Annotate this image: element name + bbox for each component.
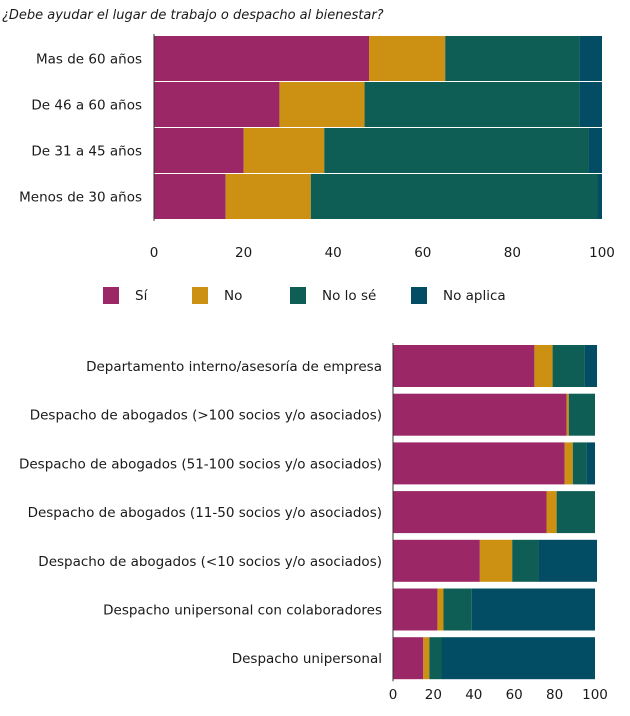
bar-segment <box>479 539 513 582</box>
bar-segment <box>429 637 442 680</box>
bar-segment <box>568 393 595 436</box>
bar-segment <box>154 174 226 219</box>
category-label: Departamento interno/asesoría de empresa <box>86 359 382 375</box>
category-label: Despacho unipersonal con colaboradores <box>103 603 382 619</box>
category-label: Despacho unipersonal <box>232 651 382 667</box>
bar-segment <box>566 393 569 436</box>
bar-segment <box>423 637 430 680</box>
x-tick-label: 40 <box>465 687 482 703</box>
bar-segment <box>154 36 370 81</box>
bar-segment <box>225 174 311 219</box>
bar-segment <box>393 491 547 534</box>
bar-segment <box>310 174 598 219</box>
bar-segment <box>393 393 567 436</box>
x-tick-label: 60 <box>414 245 431 261</box>
x-tick-label: 0 <box>389 687 398 703</box>
bar-segment <box>324 128 589 173</box>
x-tick-label: 20 <box>425 687 442 703</box>
bar-segment <box>393 588 438 631</box>
category-label: Despacho de abogados (51-100 socios y/o … <box>19 456 382 472</box>
bar-segment <box>393 539 480 582</box>
x-tick-label: 0 <box>150 245 159 261</box>
bar-segment <box>364 82 580 127</box>
bar-segment <box>564 442 573 485</box>
bar-segment <box>579 36 602 81</box>
x-tick-label: 40 <box>325 245 342 261</box>
bar-segment <box>443 588 472 631</box>
bar-segment <box>546 491 557 534</box>
bar-segment <box>369 36 446 81</box>
bar-segment <box>393 637 424 680</box>
bar-segment <box>534 345 553 387</box>
bar-segment <box>471 588 595 631</box>
x-tick-label: 80 <box>504 245 521 261</box>
x-tick-label: 80 <box>546 687 563 703</box>
legend-swatch <box>192 287 208 304</box>
bar-segment <box>572 442 587 485</box>
x-tick-label: 60 <box>506 687 523 703</box>
chart-title: ¿Debe ayudar el lugar de trabajo o despa… <box>2 8 384 23</box>
bar-segment <box>538 539 598 582</box>
legend-swatch <box>290 287 306 304</box>
category-label: Menos de 30 años <box>19 190 142 206</box>
category-label: Mas de 60 años <box>36 52 142 68</box>
category-label: Despacho de abogados (>100 socios y/o as… <box>30 408 382 424</box>
bar-segment <box>584 345 598 387</box>
legend-label: No aplica <box>443 288 506 304</box>
bar-segment <box>441 637 595 680</box>
x-tick-label: 100 <box>582 687 608 703</box>
legend-label: No lo sé <box>322 288 376 304</box>
bar-segment <box>586 442 595 485</box>
bar-segment <box>154 82 280 127</box>
bar-segment <box>279 82 365 127</box>
bar-segment <box>243 128 325 173</box>
legend-swatch <box>411 287 427 304</box>
x-tick-label: 20 <box>235 245 252 261</box>
bar-segment <box>556 491 595 534</box>
bar-segment <box>393 345 535 387</box>
category-label: De 46 a 60 años <box>31 98 142 114</box>
legend-label: Sí <box>135 288 149 304</box>
category-label: Despacho de abogados (<10 socios y/o aso… <box>38 554 382 570</box>
bar-segment <box>597 174 602 219</box>
bar-segment <box>588 128 602 173</box>
legend-label: No <box>224 288 242 304</box>
bar-segment <box>154 128 244 173</box>
category-label: De 31 a 45 años <box>31 144 142 160</box>
category-label: Despacho de abogados (11-50 socios y/o a… <box>28 505 382 521</box>
bar-segment <box>552 345 585 387</box>
x-tick-label: 100 <box>589 245 615 261</box>
bar-segment <box>512 539 539 582</box>
bar-segment <box>579 82 602 127</box>
legend-swatch <box>103 287 119 304</box>
bar-segment <box>445 36 580 81</box>
bar-segment <box>393 442 565 485</box>
bar-segment <box>437 588 444 631</box>
